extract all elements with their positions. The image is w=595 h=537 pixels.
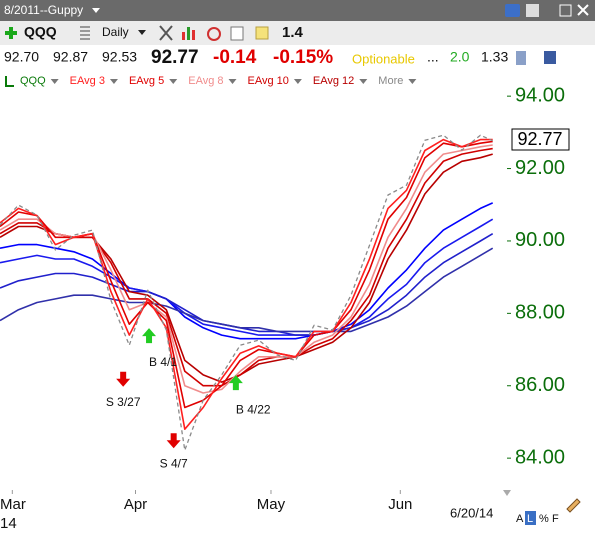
scale-button[interactable]: F (552, 513, 559, 525)
note-icon[interactable] (255, 26, 269, 40)
symbol[interactable]: QQQ (24, 24, 57, 40)
scale-button[interactable]: L (527, 513, 533, 525)
signal-arrow (166, 433, 181, 449)
y-tick-label: 94.00 (515, 84, 565, 106)
toolbar (0, 21, 595, 45)
ema-line (0, 202, 494, 340)
date-label: 6/20/14 (450, 505, 493, 520)
legend-entry[interactable]: EAvg 12 (313, 75, 354, 87)
quote-stat: 1.33 (481, 49, 508, 65)
save-icon[interactable] (544, 51, 556, 64)
icon[interactable] (187, 27, 190, 40)
menu-caret[interactable] (109, 79, 118, 84)
ema-line (0, 140, 493, 409)
year-label: 14 (0, 515, 17, 532)
ema-line (0, 247, 494, 333)
more-button[interactable]: More (378, 75, 403, 87)
icon[interactable] (182, 32, 185, 40)
scale-button[interactable]: % (539, 513, 549, 525)
quote-open: 92.70 (4, 49, 39, 65)
quote-high: 92.87 (53, 49, 88, 65)
optionable: Optionable (352, 51, 415, 66)
icon[interactable] (505, 4, 520, 17)
scale-button-bg[interactable] (525, 511, 536, 525)
add-icon[interactable] (5, 27, 17, 39)
legend-entry[interactable]: EAvg 5 (129, 75, 164, 87)
icon[interactable] (516, 51, 526, 65)
y-tick-label: 88.00 (515, 302, 565, 324)
x-tick-label: Mar (0, 496, 26, 513)
x-tick-label: Apr (124, 496, 147, 513)
title-bar (0, 0, 595, 21)
signal-label: S 3/27 (106, 395, 141, 409)
ema-line (0, 218, 494, 336)
ema-line (0, 233, 494, 336)
ema-line (0, 147, 493, 387)
plot: 84.00 86.00 88.00 90.00 92.00 94.00 Mar Apr May J… (0, 84, 565, 513)
legend-entry[interactable]: EAvg 8 (188, 75, 223, 87)
icon[interactable] (559, 4, 572, 17)
alarm-icon[interactable] (207, 27, 221, 41)
period[interactable]: Daily (102, 25, 129, 39)
menu-caret[interactable] (359, 79, 368, 84)
menu-caret[interactable] (293, 79, 302, 84)
resize-handle[interactable] (503, 490, 511, 496)
menu-caret[interactable] (138, 30, 146, 35)
signal-arrow (116, 371, 131, 387)
draw-tool-icon[interactable] (566, 498, 581, 513)
signal-arrow (228, 375, 243, 391)
quote-stat: 2.0 (450, 49, 470, 65)
last-price-label: 92.77 (517, 129, 562, 149)
legend-entry[interactable]: EAvg 3 (70, 75, 105, 87)
calendar-icon[interactable] (230, 26, 244, 41)
signal-label: B 4/22 (236, 402, 271, 416)
quote-change: -0.14 (213, 47, 257, 68)
ema-line (0, 153, 493, 383)
quote-change-pct: -0.15% (273, 47, 333, 68)
quote-low: 92.53 (102, 49, 137, 65)
legend-entry[interactable]: EAvg 10 (248, 75, 289, 87)
signal-label: B 4/1 (149, 355, 177, 369)
tools-icon[interactable] (159, 25, 173, 41)
toolbar-value: 1.4 (282, 24, 304, 41)
dots: ... (427, 49, 439, 65)
y-tick-label: 86.00 (515, 374, 565, 396)
x-tick-label: Jun (388, 496, 412, 513)
legend-entry[interactable]: QQQ (20, 75, 46, 87)
menu-caret[interactable] (92, 8, 100, 13)
quote-last: 92.77 (151, 47, 199, 68)
menu-caret[interactable] (408, 79, 417, 84)
y-tick-label: 92.00 (515, 157, 565, 179)
menu-caret[interactable] (50, 79, 59, 84)
y-tick-label: 84.00 (515, 446, 565, 468)
close[interactable] (577, 4, 589, 16)
window-title[interactable]: 8/2011--Guppy (4, 3, 83, 17)
menu-caret[interactable] (169, 79, 178, 84)
y-tick-label: 90.00 (515, 229, 565, 251)
legend: QQQ EAvg 3 EAvg 5 EAvg 8 EAvg 10 EAvg 12 More (20, 75, 417, 87)
menu-caret[interactable] (228, 79, 237, 84)
signal-label: S 4/7 (160, 456, 188, 470)
signal-arrow (142, 328, 157, 344)
ema-line (0, 138, 493, 430)
price-line (0, 134, 493, 451)
icon[interactable] (192, 30, 195, 40)
scale-button[interactable]: A (516, 513, 524, 525)
icon[interactable] (526, 4, 539, 17)
x-tick-label: May (257, 496, 286, 513)
last-price-box (511, 128, 570, 151)
list-icon[interactable] (80, 26, 90, 40)
indicator-icon[interactable] (5, 76, 14, 87)
